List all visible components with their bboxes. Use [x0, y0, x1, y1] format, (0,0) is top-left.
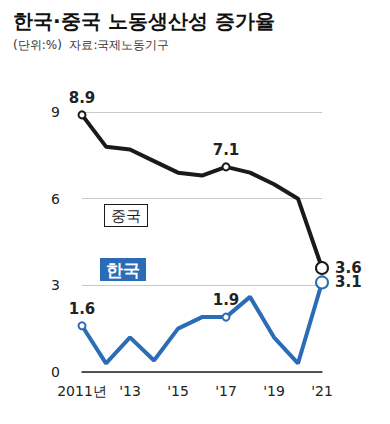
svg-text:'21: '21 [311, 383, 333, 399]
svg-text:한국·중국 노동생산성 증가율: 한국·중국 노동생산성 증가율 [13, 9, 275, 33]
svg-text:8.9: 8.9 [69, 89, 96, 107]
svg-text:3.6: 3.6 [335, 259, 362, 277]
svg-text:1.6: 1.6 [69, 300, 96, 318]
svg-text:1.9: 1.9 [213, 291, 240, 309]
svg-text:'13: '13 [119, 383, 141, 399]
svg-text:한국: 한국 [106, 260, 140, 280]
svg-text:9: 9 [51, 104, 60, 120]
svg-text:'17: '17 [215, 383, 237, 399]
svg-text:6: 6 [51, 191, 60, 207]
svg-text:3: 3 [51, 277, 60, 293]
svg-text:3.1: 3.1 [335, 273, 362, 291]
svg-text:7.1: 7.1 [213, 141, 240, 159]
svg-text:'19: '19 [263, 383, 285, 399]
svg-text:중국: 중국 [111, 207, 141, 225]
svg-text:'15: '15 [167, 383, 189, 399]
svg-text:2011년: 2011년 [57, 383, 107, 399]
svg-text:(단위:%) 자료:국제노동기구: (단위:%) 자료:국제노동기구 [13, 38, 169, 52]
svg-text:0: 0 [51, 364, 60, 380]
